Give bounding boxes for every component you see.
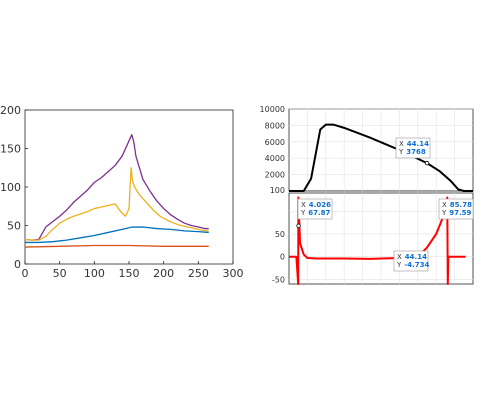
left-x-tick-label: 250 [188, 267, 209, 280]
right-bottom-grid [289, 193, 473, 284]
datatip-axis-label: Y [396, 261, 402, 269]
datatip-row: Y 97.59 [441, 209, 472, 217]
datatip-axis-label: X [397, 253, 402, 261]
right-bottom-axis-ticks: 50 0 -50 [272, 230, 285, 285]
datatip-value: 85.78 [450, 201, 472, 209]
right-bottom-y-tick-label: 50 [275, 230, 285, 239]
datatip-row: Y 3768 [398, 148, 426, 156]
datatip-axis-label: X [442, 201, 447, 209]
left-series-line-2 [24, 167, 209, 241]
datatip-axis-label: X [301, 201, 306, 209]
right-bottom-y-tick-label: -50 [272, 275, 285, 284]
left-series-line-1 [24, 133, 209, 241]
datatip-row: X 44.14 [399, 140, 429, 148]
datatip-row: X 4.026 [301, 201, 331, 209]
datatip-row: Y 67.87 [300, 209, 331, 217]
left-series-group [24, 133, 209, 248]
datatip-marker[interactable] [424, 160, 430, 166]
datatip-axis-label: X [399, 140, 404, 148]
left-y-tick-label: 200 [0, 104, 21, 117]
left-x-tick-label: 50 [53, 267, 67, 280]
right-top-axis-ticks: 10000 8000 6000 4000 2000 100 [260, 105, 285, 195]
left-x-tick-label: 300 [223, 267, 244, 280]
right-top-datatips: X 44.14Y 3768 [395, 137, 431, 166]
right-top-series-line-1 [289, 123, 473, 192]
datatip-value: 4.026 [309, 201, 331, 209]
datatip-value: -4.734 [404, 261, 429, 269]
left-y-tick-label: 150 [0, 143, 21, 156]
datatip-row: Y -4.734 [396, 261, 429, 269]
datatip-row: X 44.14 [397, 253, 427, 261]
datatip-axis-label: Y [398, 148, 404, 156]
left-chart: 0 50 100 150 200 250 300 0 50 100 150 200 [0, 104, 244, 280]
datatip-marker[interactable] [296, 223, 301, 229]
datatip-axis-label: Y [441, 209, 447, 217]
datatip-value: 44.14 [405, 253, 427, 261]
datatip-value: 67.87 [308, 209, 330, 217]
left-series-line-4 [24, 244, 209, 248]
right-bottom-y-tick-label: 0 [280, 253, 285, 262]
left-x-tick-label: 0 [22, 267, 29, 280]
datatip-row: X 85.78 [442, 201, 472, 209]
right-top-y-tick-label: 4000 [265, 154, 285, 163]
right-top-series-group [289, 123, 473, 192]
left-y-tick-label: 0 [14, 258, 21, 271]
datatip-box[interactable] [297, 198, 333, 220]
left-x-tick-label: 150 [119, 267, 140, 280]
left-axis-ticks: 0 50 100 150 200 250 300 0 50 100 150 200 [0, 104, 244, 280]
datatip-box[interactable] [395, 137, 431, 159]
right-top-y-tick-label: 6000 [265, 138, 285, 147]
left-x-tick-label: 200 [153, 267, 174, 280]
datatip-axis-label: Y [300, 209, 306, 217]
right-top-chart: 10000 8000 6000 4000 2000 100 X 44.14Y 3768 [260, 105, 474, 195]
datatip-value: 97.59 [449, 209, 471, 217]
right-top-y-tick-label: 100 [270, 186, 285, 195]
right-top-y-tick-label: 2000 [265, 171, 285, 180]
datatip-box[interactable] [393, 250, 429, 272]
left-x-tick-label: 100 [84, 267, 105, 280]
datatip-box[interactable] [438, 198, 474, 220]
left-y-tick-label: 50 [7, 220, 21, 233]
left-series-line-3 [25, 226, 209, 244]
datatip-value: 44.14 [407, 140, 429, 148]
left-y-tick-label: 100 [0, 181, 21, 194]
left-plot-area [24, 109, 234, 265]
right-top-y-tick-label: 8000 [265, 121, 285, 130]
right-top-y-tick-label: 10000 [260, 105, 285, 114]
datatip-value: 3768 [406, 148, 426, 156]
